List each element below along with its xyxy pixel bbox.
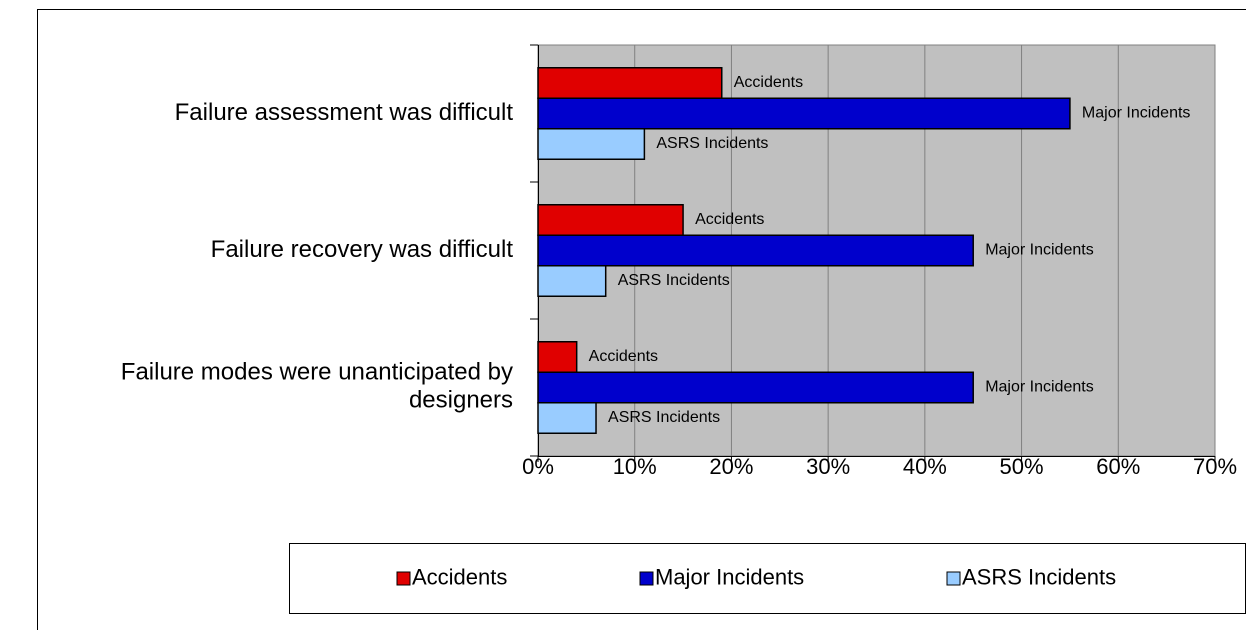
x-tick-label: 20%	[709, 454, 753, 479]
legend-swatch	[946, 571, 961, 586]
bar	[537, 97, 1071, 130]
data-label: Accidents	[734, 74, 803, 91]
legend-swatch	[396, 571, 411, 586]
data-label: Accidents	[589, 348, 658, 365]
bar	[537, 67, 723, 99]
y-tick-label: Failure modes were unanticipated by desig…	[121, 359, 513, 414]
bar	[537, 341, 578, 373]
x-tick-label: 60%	[1096, 454, 1140, 479]
bar	[537, 234, 974, 267]
legend-swatch	[639, 571, 654, 586]
bar	[537, 204, 684, 236]
data-label: ASRS Incidents	[608, 409, 720, 426]
x-tick-label: 10%	[613, 454, 657, 479]
legend-label: Major Incidents	[655, 564, 804, 589]
legend-box	[289, 543, 1246, 614]
x-tick-label: 40%	[903, 454, 947, 479]
x-tick-label: 0%	[522, 454, 554, 479]
x-tick-label: 50%	[1000, 454, 1044, 479]
data-label: Major Incidents	[985, 379, 1094, 396]
x-tick-label: 30%	[806, 454, 850, 479]
legend-label: ASRS Incidents	[962, 564, 1116, 589]
bar	[537, 265, 607, 297]
data-label: Major Incidents	[985, 242, 1094, 259]
bar	[537, 371, 974, 404]
x-tick-label: 70%	[1193, 454, 1237, 479]
data-label: ASRS Incidents	[656, 135, 768, 152]
legend-label: Accidents	[412, 564, 507, 589]
y-tick-label: Failure recovery was difficult	[211, 236, 514, 263]
data-label: Major Incidents	[1082, 105, 1191, 122]
bar	[537, 402, 597, 434]
bar	[537, 128, 646, 160]
data-label: ASRS Incidents	[618, 272, 730, 289]
y-tick-label: Failure assessment was difficult	[175, 99, 514, 126]
y-tick-label-line: designers	[409, 387, 513, 414]
y-tick-label-line: Failure modes were unanticipated by	[121, 359, 513, 386]
data-label: Accidents	[695, 211, 764, 228]
